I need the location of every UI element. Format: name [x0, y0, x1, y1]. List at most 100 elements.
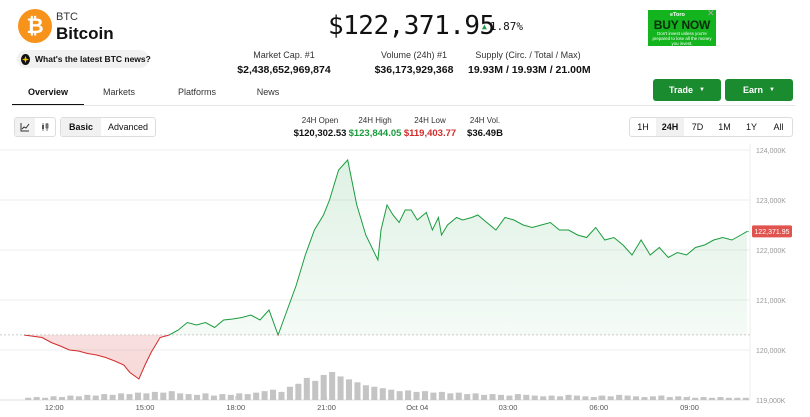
news-pill-label: What's the latest BTC news? — [35, 54, 151, 64]
volume-bar — [455, 392, 462, 400]
earn-button[interactable]: Earn ▼ — [725, 79, 793, 101]
tab-divider — [12, 105, 795, 106]
y-tick-label: 121,000K — [756, 298, 786, 305]
advertisement[interactable]: eToro BUY NOW Don't invest unless you're… — [648, 10, 716, 46]
tab-markets[interactable]: Markets — [102, 87, 135, 97]
bitcoin-icon: ₿ — [26, 14, 43, 38]
volume-bar — [548, 395, 555, 400]
volume-bar — [345, 379, 353, 400]
volume-bar — [607, 396, 614, 400]
volume-bar — [734, 397, 741, 400]
volume-bar — [633, 396, 640, 400]
volume-bar — [126, 394, 133, 400]
tab-overview[interactable]: Overview — [12, 80, 84, 106]
coin-name: Bitcoin — [56, 24, 114, 43]
tab-platforms[interactable]: Platforms — [177, 87, 216, 97]
volume-bar — [506, 395, 513, 400]
volume-bar — [497, 394, 504, 400]
current-price-tag: 122,371.95 — [746, 225, 792, 238]
ohlc-label: 24H High — [358, 116, 392, 125]
volume-bar — [286, 386, 293, 400]
trade-button[interactable]: Trade ▼ — [653, 79, 721, 101]
ohlc-value: $36.49B — [467, 128, 503, 139]
range-7d[interactable]: 7D — [691, 122, 704, 132]
range-1m[interactable]: 1M — [718, 122, 731, 132]
volume-bar — [700, 397, 707, 400]
stat-supply: Supply (Circ. / Total / Max) 19.93M / 19… — [468, 50, 591, 76]
range-1h[interactable]: 1H — [637, 122, 649, 132]
volume-bar — [675, 396, 682, 400]
x-tick-label: 03:00 — [499, 403, 518, 412]
price-line-up — [24, 158, 748, 335]
volume-bar — [329, 372, 336, 400]
candlestick-chart-button[interactable] — [35, 118, 55, 136]
line-chart-button[interactable] — [15, 118, 35, 136]
range-1y[interactable]: 1Y — [745, 122, 757, 132]
range-all[interactable]: All — [773, 122, 784, 132]
ohlc-value: $119,403.77 — [403, 128, 457, 139]
volume-bar — [362, 385, 369, 400]
volume-bar — [194, 394, 201, 400]
volume-bar — [396, 391, 403, 400]
volume-bar — [312, 380, 319, 400]
volume-bar — [210, 395, 217, 400]
chart-lines — [0, 158, 750, 380]
up-arrow-icon: ▲ — [482, 22, 487, 31]
volume-bar — [430, 392, 437, 400]
x-tick-label: 15:00 — [136, 403, 155, 412]
volume-bar — [244, 394, 251, 400]
volume-bar — [464, 394, 471, 400]
volume-bar — [582, 396, 589, 400]
volume-bar — [75, 396, 82, 400]
tab-bar: Overview Markets Platforms News — [12, 80, 296, 106]
ohlc-volume: 24H Vol. $36.49B — [462, 116, 508, 139]
volume-bar — [118, 393, 125, 400]
ohlc-open: 24H Open $120,302.53 — [292, 116, 348, 139]
volume-bar — [50, 396, 57, 400]
volume-bar — [227, 394, 234, 400]
stat-value: $2,438,652,969,874 — [237, 64, 331, 76]
volume-bar — [295, 383, 302, 400]
bitcoin-logo: ₿ — [18, 9, 52, 43]
volume-bar — [557, 396, 564, 400]
volume-bar — [278, 391, 285, 400]
ohlc-label: 24H Low — [414, 116, 446, 125]
ohlc-label: 24H Vol. — [469, 116, 501, 125]
stat-label: Supply (Circ. / Total / Max) — [475, 50, 581, 60]
y-tick-label: 120,000K — [756, 348, 786, 355]
ad-close-icon[interactable]: ✕ — [707, 8, 715, 18]
volume-bar — [168, 391, 175, 400]
view-mode-advanced[interactable]: Advanced — [107, 122, 149, 132]
x-tick-label: 21:00 — [317, 403, 336, 412]
volume-bar — [523, 394, 530, 400]
volume-bar — [67, 395, 74, 400]
coin-symbol: BTC — [56, 11, 78, 23]
stat-market-cap: Market Cap. #1 $2,438,652,969,874 — [232, 50, 336, 76]
volume-bar — [481, 394, 488, 400]
time-range-selector: 1H 24H 7D 1M 1Y All — [629, 117, 793, 137]
x-tick-label: 06:00 — [589, 403, 608, 412]
view-mode-basic[interactable]: Basic — [61, 118, 101, 136]
volume-bar — [261, 391, 268, 400]
volume-bar — [58, 397, 66, 400]
volume-bar — [202, 393, 209, 400]
tab-news[interactable]: News — [256, 87, 280, 97]
x-tick-label: 09:00 — [680, 403, 699, 412]
volume-bar — [565, 394, 572, 400]
stat-value: $36,173,929,368 — [374, 64, 454, 76]
range-24h[interactable]: 24H — [656, 118, 684, 136]
price-line-down — [23, 334, 279, 380]
ohlc-value: $120,302.53 — [293, 128, 347, 139]
price-chart[interactable]: 124,000K 123,000K 122,000K 121,000K 120,000K… — [0, 144, 810, 417]
y-axis: 124,000K 123,000K 122,000K 121,000K 120,000K… — [756, 148, 786, 405]
volume-bar — [472, 393, 479, 400]
volume-bar — [438, 391, 445, 400]
news-pill-button[interactable]: What's the latest BTC news? — [17, 50, 151, 68]
volume-bar — [624, 395, 631, 400]
y-tick-label: 123,000K — [756, 198, 786, 205]
volume-bar — [405, 390, 412, 400]
volume-bar — [742, 397, 749, 400]
volume-bar — [540, 396, 547, 400]
stat-volume: Volume (24h) #1 $36,173,929,368 — [362, 50, 466, 76]
current-price-tag-bg — [752, 225, 792, 238]
